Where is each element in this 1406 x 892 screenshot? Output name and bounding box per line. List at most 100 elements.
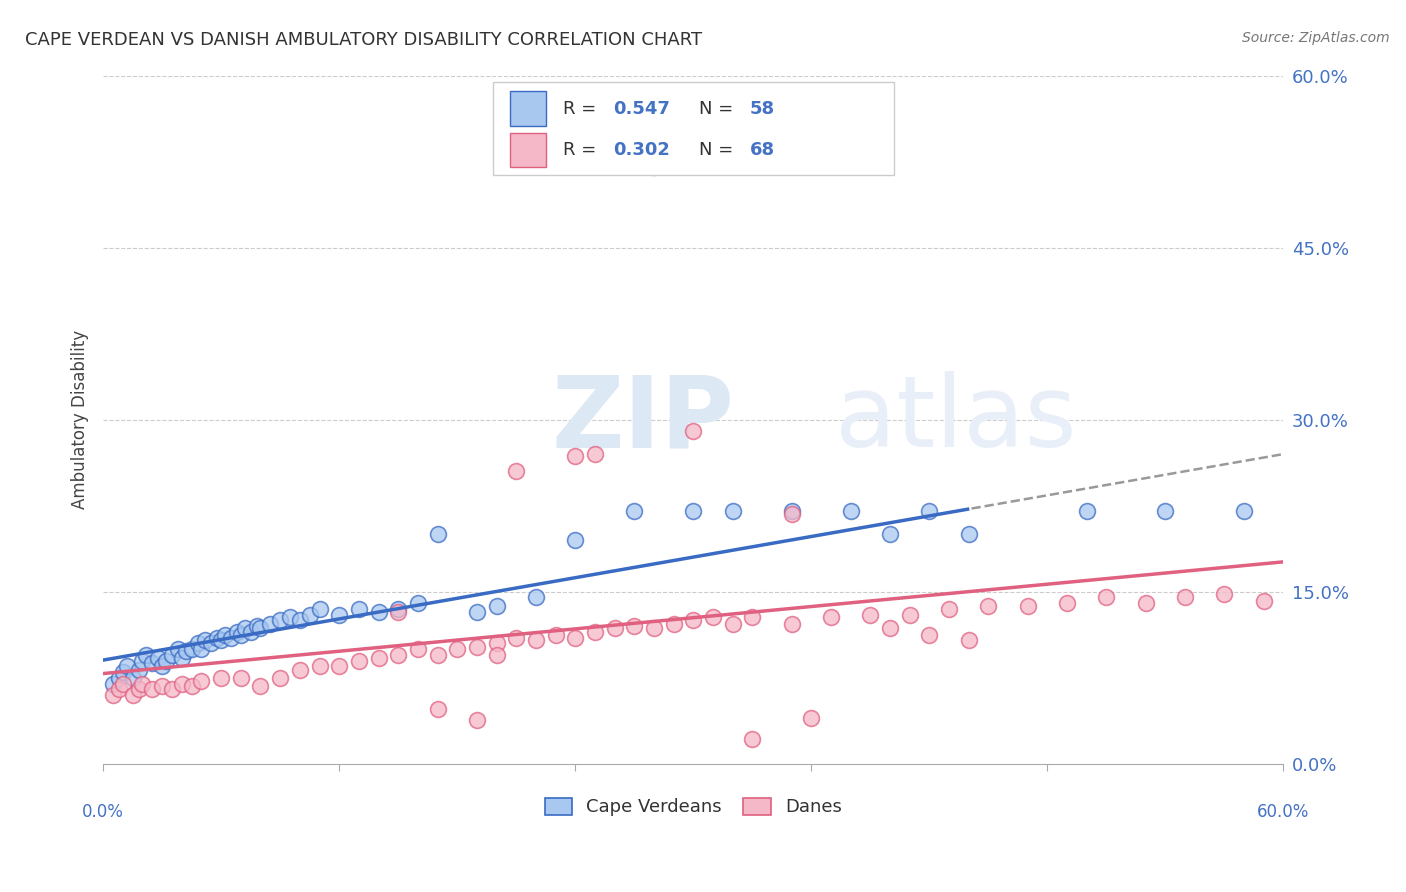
Point: [160, 648, 183, 662]
Point: [141, 682, 163, 697]
Point: [347, 602, 370, 616]
Point: [505, 631, 527, 645]
Point: [426, 648, 449, 662]
Point: [682, 424, 704, 438]
FancyBboxPatch shape: [510, 91, 546, 126]
Text: 0.302: 0.302: [613, 141, 669, 159]
Point: [780, 616, 803, 631]
Point: [387, 606, 409, 620]
Point: [209, 671, 232, 685]
Point: [269, 614, 291, 628]
Point: [623, 619, 645, 633]
Point: [150, 679, 173, 693]
Point: [465, 713, 488, 727]
Point: [131, 654, 153, 668]
Point: [741, 610, 763, 624]
Point: [485, 636, 508, 650]
Point: [820, 610, 842, 624]
Text: 68: 68: [749, 141, 775, 159]
Point: [918, 504, 941, 518]
Text: ZIP: ZIP: [551, 371, 734, 468]
Point: [957, 527, 980, 541]
Point: [121, 688, 143, 702]
Point: [239, 624, 262, 639]
Text: Source: ZipAtlas.com: Source: ZipAtlas.com: [1241, 31, 1389, 45]
Point: [938, 602, 960, 616]
Point: [918, 628, 941, 642]
Point: [977, 599, 1000, 613]
Text: R =: R =: [564, 100, 602, 118]
Point: [328, 659, 350, 673]
Point: [957, 632, 980, 647]
Point: [155, 654, 177, 668]
Point: [194, 632, 217, 647]
Point: [839, 504, 862, 518]
Point: [800, 711, 823, 725]
Point: [347, 654, 370, 668]
Point: [426, 702, 449, 716]
Point: [564, 450, 586, 464]
Point: [387, 602, 409, 616]
Point: [190, 642, 212, 657]
Point: [128, 663, 150, 677]
Point: [662, 616, 685, 631]
Point: [328, 607, 350, 622]
Point: [1056, 596, 1078, 610]
Point: [170, 651, 193, 665]
Point: [426, 527, 449, 541]
Point: [1253, 594, 1275, 608]
Point: [111, 676, 134, 690]
Point: [859, 607, 882, 622]
Text: 0.0%: 0.0%: [82, 803, 124, 821]
Point: [180, 679, 202, 693]
Point: [269, 671, 291, 685]
FancyBboxPatch shape: [510, 133, 546, 167]
Point: [101, 676, 124, 690]
Point: [367, 606, 389, 620]
Point: [190, 674, 212, 689]
Point: [249, 679, 271, 693]
Point: [741, 731, 763, 746]
Text: 58: 58: [749, 100, 775, 118]
Point: [259, 616, 281, 631]
Point: [406, 596, 429, 610]
Point: [205, 631, 228, 645]
Point: [643, 622, 665, 636]
Point: [288, 663, 311, 677]
Point: [583, 624, 606, 639]
Text: atlas: atlas: [835, 371, 1077, 468]
Point: [524, 632, 547, 647]
Point: [544, 628, 567, 642]
Point: [131, 676, 153, 690]
Point: [115, 659, 138, 673]
Point: [1135, 596, 1157, 610]
Point: [187, 636, 209, 650]
Point: [174, 644, 197, 658]
Point: [465, 606, 488, 620]
Point: [308, 602, 330, 616]
Text: 60.0%: 60.0%: [1257, 803, 1309, 821]
Point: [780, 507, 803, 521]
Point: [135, 648, 157, 662]
Point: [214, 628, 236, 642]
Point: [1154, 504, 1177, 518]
Point: [1174, 591, 1197, 605]
Point: [682, 614, 704, 628]
Point: [160, 682, 183, 697]
Point: [298, 607, 321, 622]
Point: [367, 651, 389, 665]
Point: [702, 610, 724, 624]
Point: [1076, 504, 1098, 518]
Legend: Cape Verdeans, Danes: Cape Verdeans, Danes: [537, 790, 849, 823]
Y-axis label: Ambulatory Disability: Ambulatory Disability: [72, 330, 89, 509]
Point: [209, 632, 232, 647]
Point: [1213, 587, 1236, 601]
Point: [898, 607, 921, 622]
Text: N =: N =: [699, 141, 740, 159]
Point: [1233, 504, 1256, 518]
Point: [583, 447, 606, 461]
Point: [229, 671, 252, 685]
Point: [278, 610, 301, 624]
Point: [200, 636, 222, 650]
Point: [108, 671, 131, 685]
